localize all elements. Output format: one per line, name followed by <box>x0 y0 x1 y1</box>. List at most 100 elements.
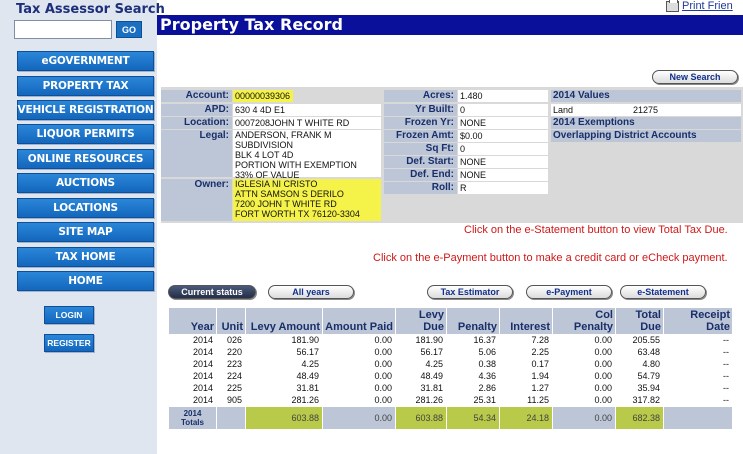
totals-amount-paid: 0.00 <box>323 407 395 429</box>
cell-penalty: 2.86 <box>447 383 499 394</box>
cell-unit: 026 <box>217 335 245 346</box>
cell-interest: 7.28 <box>500 335 552 346</box>
cell-receipt-date: -- <box>664 335 732 346</box>
col-total-due: Total Due <box>616 308 663 334</box>
def-start-value: NONE <box>458 156 548 168</box>
nav-auctions-button[interactable]: AUCTIONS <box>17 173 154 193</box>
frozen-yr-label: Frozen Yr: <box>384 117 457 129</box>
col-unit: Unit <box>217 308 245 334</box>
acres-value: 1.480 <box>458 90 548 102</box>
nav-property-tax-button[interactable]: PROPERTY TAX <box>17 76 154 96</box>
cell-col-penalty: 0.00 <box>553 383 615 394</box>
cell-interest: 1.94 <box>500 371 552 382</box>
location-value: 0007208JOHN T WHITE RD <box>233 117 381 129</box>
cell-col-penalty: 0.00 <box>553 347 615 358</box>
cell-total-due: 317.82 <box>616 395 663 406</box>
account-value: 00000039306 <box>233 90 293 102</box>
page-title: Property Tax Record <box>157 15 743 35</box>
cell-penalty: 5.06 <box>447 347 499 358</box>
table-row: 2014 224 48.49 0.00 48.49 4.36 1.94 0.00… <box>169 371 732 382</box>
totals-row: 2014 Totals 603.88 0.00 603.88 54.34 24.… <box>169 407 732 429</box>
legal-line: SUBDIVISION <box>235 140 294 150</box>
nav-vehicle-registration-button[interactable]: VEHICLE REGISTRATION <box>17 100 154 120</box>
nav-tax-home-button[interactable]: TAX HOME <box>17 247 154 267</box>
e-payment-button[interactable]: e-Payment <box>526 285 612 299</box>
acres-label: Acres: <box>384 90 457 102</box>
cell-unit: 905 <box>217 395 245 406</box>
print-friendly-label: Print Frien <box>682 0 733 12</box>
tax-estimator-button[interactable]: Tax Estimator <box>427 285 513 299</box>
owner-address: IGLESIA NI CRISTO ATTN SAMSON S DERILO 7… <box>233 179 381 221</box>
yr-built-value: 0 <box>458 104 548 116</box>
roll-value: R <box>458 182 548 194</box>
legal-line: BLK 4 LOT 4D <box>235 150 294 160</box>
cell-amount-paid: 0.00 <box>323 395 395 406</box>
col-penalty: Penalty <box>447 308 499 334</box>
legal-label: Legal: <box>161 130 232 177</box>
cell-interest: 2.25 <box>500 347 552 358</box>
totals-year: 2014 <box>183 409 202 418</box>
all-years-button[interactable]: All years <box>268 285 354 299</box>
cell-receipt-date: -- <box>664 359 732 370</box>
totals-unit <box>217 407 245 429</box>
nav-egovernment-button[interactable]: eGOVERNMENT <box>17 51 154 71</box>
cell-amount-paid: 0.00 <box>323 347 395 358</box>
login-button[interactable]: LOGIN <box>44 306 94 324</box>
totals-levy-due: 603.88 <box>396 407 446 429</box>
table-row: 2014 905 281.26 0.00 281.26 25.31 11.25 … <box>169 395 732 406</box>
go-button[interactable]: GO <box>116 21 142 38</box>
nav-site-map-button[interactable]: SITE MAP <box>17 222 154 242</box>
land-value: 21275 <box>631 104 741 116</box>
cell-penalty: 0.38 <box>447 359 499 370</box>
roll-label: Roll: <box>384 182 457 194</box>
nav-home-button[interactable]: HOME <box>17 271 154 291</box>
search-input[interactable] <box>14 20 112 39</box>
cell-levy-amount: 181.90 <box>246 335 322 346</box>
col-col-penalty: Col Penalty <box>553 308 615 334</box>
cell-col-penalty: 0.00 <box>553 335 615 346</box>
cell-interest: 0.17 <box>500 359 552 370</box>
nav-online-resources-button[interactable]: ONLINE RESOURCES <box>17 149 154 169</box>
cell-penalty: 16.37 <box>447 335 499 346</box>
cell-penalty: 4.36 <box>447 371 499 382</box>
current-status-button[interactable]: Current status <box>168 285 256 299</box>
legal-line: PORTION WITH EXEMPTION <box>235 160 357 170</box>
nav-locations-button[interactable]: LOCATIONS <box>17 198 154 218</box>
totals-col-penalty: 0.00 <box>553 407 615 429</box>
totals-label-cell: 2014 Totals <box>169 407 216 429</box>
cell-total-due: 63.48 <box>616 347 663 358</box>
cell-penalty: 25.31 <box>447 395 499 406</box>
cell-year: 2014 <box>169 335 216 346</box>
account-label: Account: <box>161 90 232 102</box>
cell-year: 2014 <box>169 395 216 406</box>
tax-table: Year Unit Levy Amount Amount Paid Levy D… <box>168 307 733 430</box>
table-row: 2014 225 31.81 0.00 31.81 2.86 1.27 0.00… <box>169 383 732 394</box>
cell-levy-due: 4.25 <box>396 359 446 370</box>
col-levy-due: Levy Due <box>396 308 446 334</box>
frozen-yr-value: NONE <box>458 117 548 129</box>
cell-levy-due: 181.90 <box>396 335 446 346</box>
cell-levy-amount: 31.81 <box>246 383 322 394</box>
cell-year: 2014 <box>169 371 216 382</box>
def-end-value: NONE <box>458 169 548 181</box>
legal-line: ANDERSON, FRANK M <box>235 130 332 140</box>
e-statement-button[interactable]: e-Statement <box>620 285 706 299</box>
printer-icon <box>666 0 679 12</box>
frozen-amt-label: Frozen Amt: <box>384 130 457 142</box>
cell-receipt-date: -- <box>664 371 732 382</box>
new-search-button[interactable]: New Search <box>652 70 738 84</box>
cell-year: 2014 <box>169 359 216 370</box>
cell-receipt-date: -- <box>664 347 732 358</box>
land-label: Land <box>551 104 631 116</box>
def-end-label: Def. End: <box>384 169 457 181</box>
nav-liquor-permits-button[interactable]: LIQUOR PERMITS <box>17 124 154 144</box>
cell-levy-amount: 48.49 <box>246 371 322 382</box>
register-button[interactable]: REGISTER <box>44 334 94 352</box>
col-amount-paid: Amount Paid <box>323 308 395 334</box>
cell-unit: 224 <box>217 371 245 382</box>
owner-label: Owner: <box>161 179 232 221</box>
apd-value: 630 4 4D E1 <box>233 104 381 116</box>
cell-interest: 1.27 <box>500 383 552 394</box>
print-friendly-link[interactable]: Print Frien <box>666 0 733 12</box>
exemptions-header: 2014 Exemptions <box>551 117 741 129</box>
